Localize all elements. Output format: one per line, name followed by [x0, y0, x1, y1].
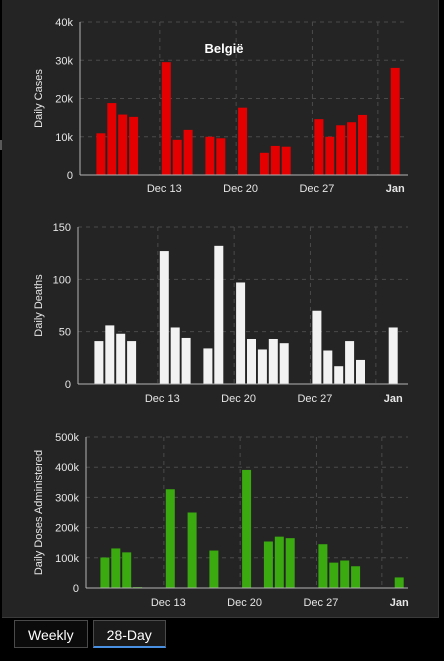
doses-ytick-label: 300k	[55, 492, 79, 504]
deaths-xtick-label: Dec 13	[145, 393, 180, 405]
cases-ytick-label: 30k	[55, 55, 73, 67]
doses-ylabel: Daily Doses Administered	[33, 450, 45, 575]
doses-ytick-label: 400k	[55, 462, 79, 474]
doses-bar	[285, 538, 295, 588]
deaths-bar	[388, 327, 398, 384]
cases-ylabel: Daily Cases	[33, 69, 45, 128]
cases-bar	[347, 122, 357, 175]
doses-xtick-label: Dec 13	[151, 597, 186, 609]
cases-ytick-label: 20k	[55, 94, 73, 106]
cases-bar	[238, 107, 248, 175]
cases-xtick-label: Jan	[386, 183, 405, 195]
cases-bar	[314, 119, 324, 175]
cases-bar	[336, 125, 346, 175]
deaths-ytick-label: 150	[53, 222, 71, 234]
deaths-ytick-label: 50	[59, 327, 71, 339]
cases-ytick-label: 10k	[55, 132, 73, 144]
cases-bar	[325, 136, 335, 175]
cases-bar	[358, 114, 367, 175]
deaths-bar	[356, 359, 365, 384]
doses-bar	[394, 577, 404, 588]
doses-bar	[165, 489, 175, 588]
doses-bar	[329, 562, 339, 588]
deaths-bar	[345, 341, 355, 384]
deaths-ytick-label: 100	[53, 274, 71, 286]
deaths-bar	[127, 341, 137, 384]
deaths-bar	[94, 341, 104, 384]
doses-bar	[100, 557, 110, 588]
tab-weekly[interactable]: Weekly	[14, 620, 88, 648]
doses-bar	[111, 548, 121, 588]
doses-bar	[318, 544, 328, 588]
cases-bar	[118, 114, 128, 175]
deaths-xtick-label: Dec 20	[221, 393, 256, 405]
cases-bar	[161, 62, 171, 175]
deaths-bar	[116, 333, 126, 384]
deaths-bar	[105, 325, 115, 384]
doses-xtick-label: Dec 27	[303, 597, 338, 609]
cases-bar	[390, 67, 400, 175]
doses-bar	[122, 552, 132, 588]
deaths-bar	[323, 350, 333, 384]
deaths-bar	[214, 245, 224, 384]
deaths-bar	[247, 338, 256, 384]
cases-bar	[129, 116, 139, 175]
cases-bar	[259, 152, 269, 175]
chart-panel: 0 10k 20k 30k 40k Dec 13 Dec 20 Dec 27 Jan Daily …	[2, 0, 439, 618]
view-tabs: Weekly 28-Day	[14, 620, 166, 650]
doses-bar	[263, 541, 273, 588]
deaths-bar	[257, 349, 267, 384]
doses-bar	[274, 536, 284, 588]
cases-bar	[183, 129, 193, 175]
left-edge-mark	[0, 140, 2, 150]
cases-ytick-label: 40k	[55, 17, 73, 29]
doses-ytick-label: 200k	[55, 523, 79, 535]
deaths-bar	[312, 310, 322, 384]
deaths-bar	[236, 282, 246, 384]
doses-ytick-label: 500k	[55, 432, 79, 444]
doses-xtick-label: Dec 20	[227, 597, 262, 609]
cases-xtick-label: Dec 20	[223, 183, 258, 195]
deaths-bar	[203, 348, 213, 384]
deaths-bar	[279, 343, 289, 384]
cases-ytick-label: 0	[67, 170, 73, 182]
cases-bar	[281, 146, 291, 175]
doses-bar	[242, 469, 252, 588]
doses-xtick-label: Jan	[390, 597, 409, 609]
deaths-xtick-label: Jan	[384, 393, 403, 405]
cases-xtick-label: Dec 27	[299, 183, 334, 195]
deaths-bar	[334, 366, 344, 384]
cases-bar	[107, 103, 117, 175]
doses-bar	[351, 566, 361, 588]
charts-svg: 0 10k 20k 30k 40k Dec 13 Dec 20 Dec 27 Jan Daily …	[33, 17, 409, 609]
chart-title: België	[204, 41, 243, 56]
deaths-ylabel: Daily Deaths	[33, 274, 45, 337]
cases-bar	[96, 133, 106, 175]
deaths-bar	[268, 338, 278, 384]
doses-bar	[187, 512, 197, 588]
tab-28-day[interactable]: 28-Day	[92, 620, 166, 648]
deaths-xtick-label: Dec 27	[297, 393, 332, 405]
deaths-ytick-label: 0	[65, 379, 71, 391]
cases-bar	[205, 136, 215, 175]
deaths-bar	[159, 251, 169, 384]
deaths-bar	[181, 337, 191, 384]
cases-bar	[270, 145, 280, 175]
deaths-bar	[170, 327, 180, 384]
doses-ytick-label: 0	[73, 583, 79, 595]
doses-bar	[340, 560, 350, 588]
cases-xtick-label: Dec 13	[147, 183, 182, 195]
doses-ytick-label: 100k	[55, 553, 79, 565]
doses-bar	[209, 550, 219, 588]
cases-bar	[172, 139, 182, 175]
cases-bar	[216, 138, 226, 175]
